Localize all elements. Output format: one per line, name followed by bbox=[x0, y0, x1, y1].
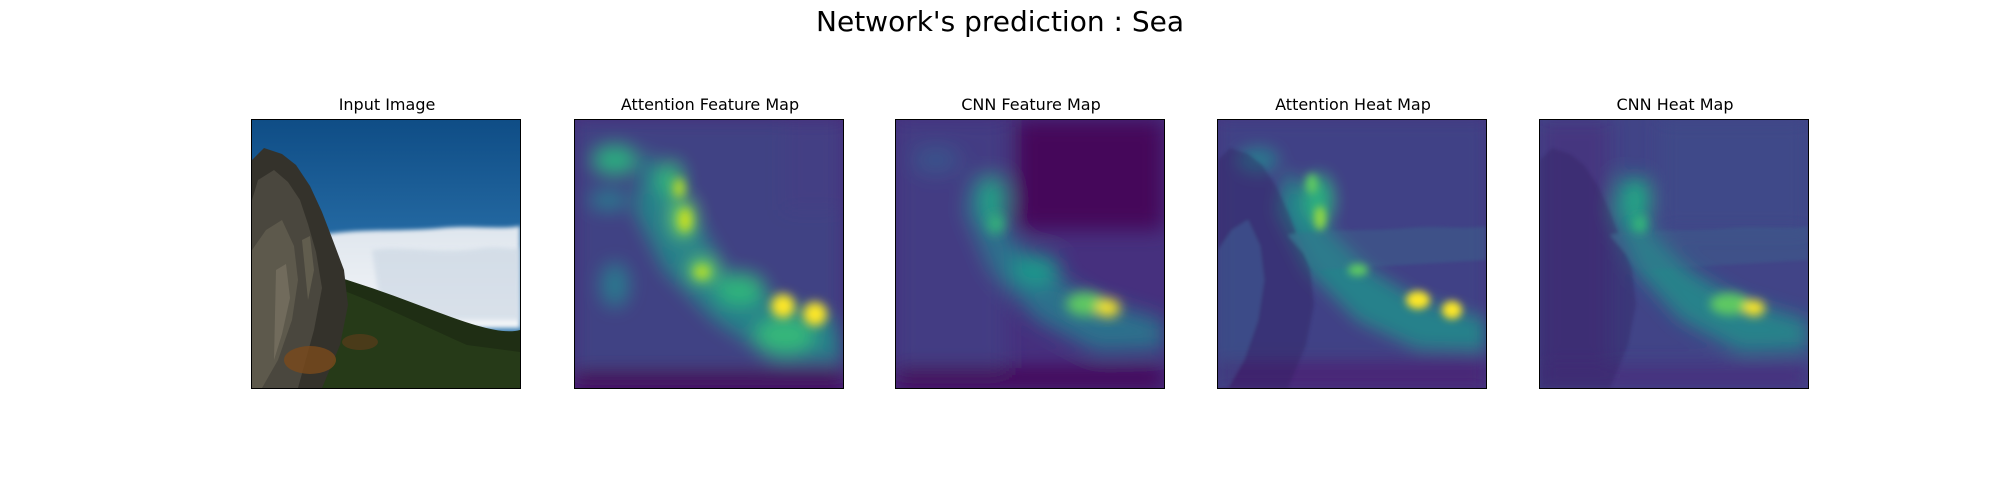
panel-title: Attention Heat Map bbox=[1275, 95, 1431, 114]
attention-feature-map bbox=[574, 119, 844, 389]
cnn-feature-map-panel: CNN Feature Map bbox=[895, 95, 1167, 389]
attention-heat-map bbox=[1217, 119, 1487, 389]
panel-title: CNN Feature Map bbox=[961, 95, 1101, 114]
panel-title: Input Image bbox=[338, 95, 436, 114]
panel-title: Attention Feature Map bbox=[620, 95, 800, 114]
input-image bbox=[251, 119, 521, 389]
input-image-panel: Input Image bbox=[251, 95, 523, 389]
figure-title: Network's prediction : Sea bbox=[816, 5, 1184, 38]
cnn-heat-map bbox=[1539, 119, 1809, 389]
cnn-feature-map bbox=[895, 119, 1165, 389]
attention-heat-map-panel: Attention Heat Map bbox=[1217, 95, 1489, 389]
cnn-heat-map-panel: CNN Heat Map bbox=[1539, 95, 1811, 389]
panel-title: CNN Heat Map bbox=[1616, 95, 1734, 114]
attention-feature-map-panel: Attention Feature Map bbox=[574, 95, 846, 389]
